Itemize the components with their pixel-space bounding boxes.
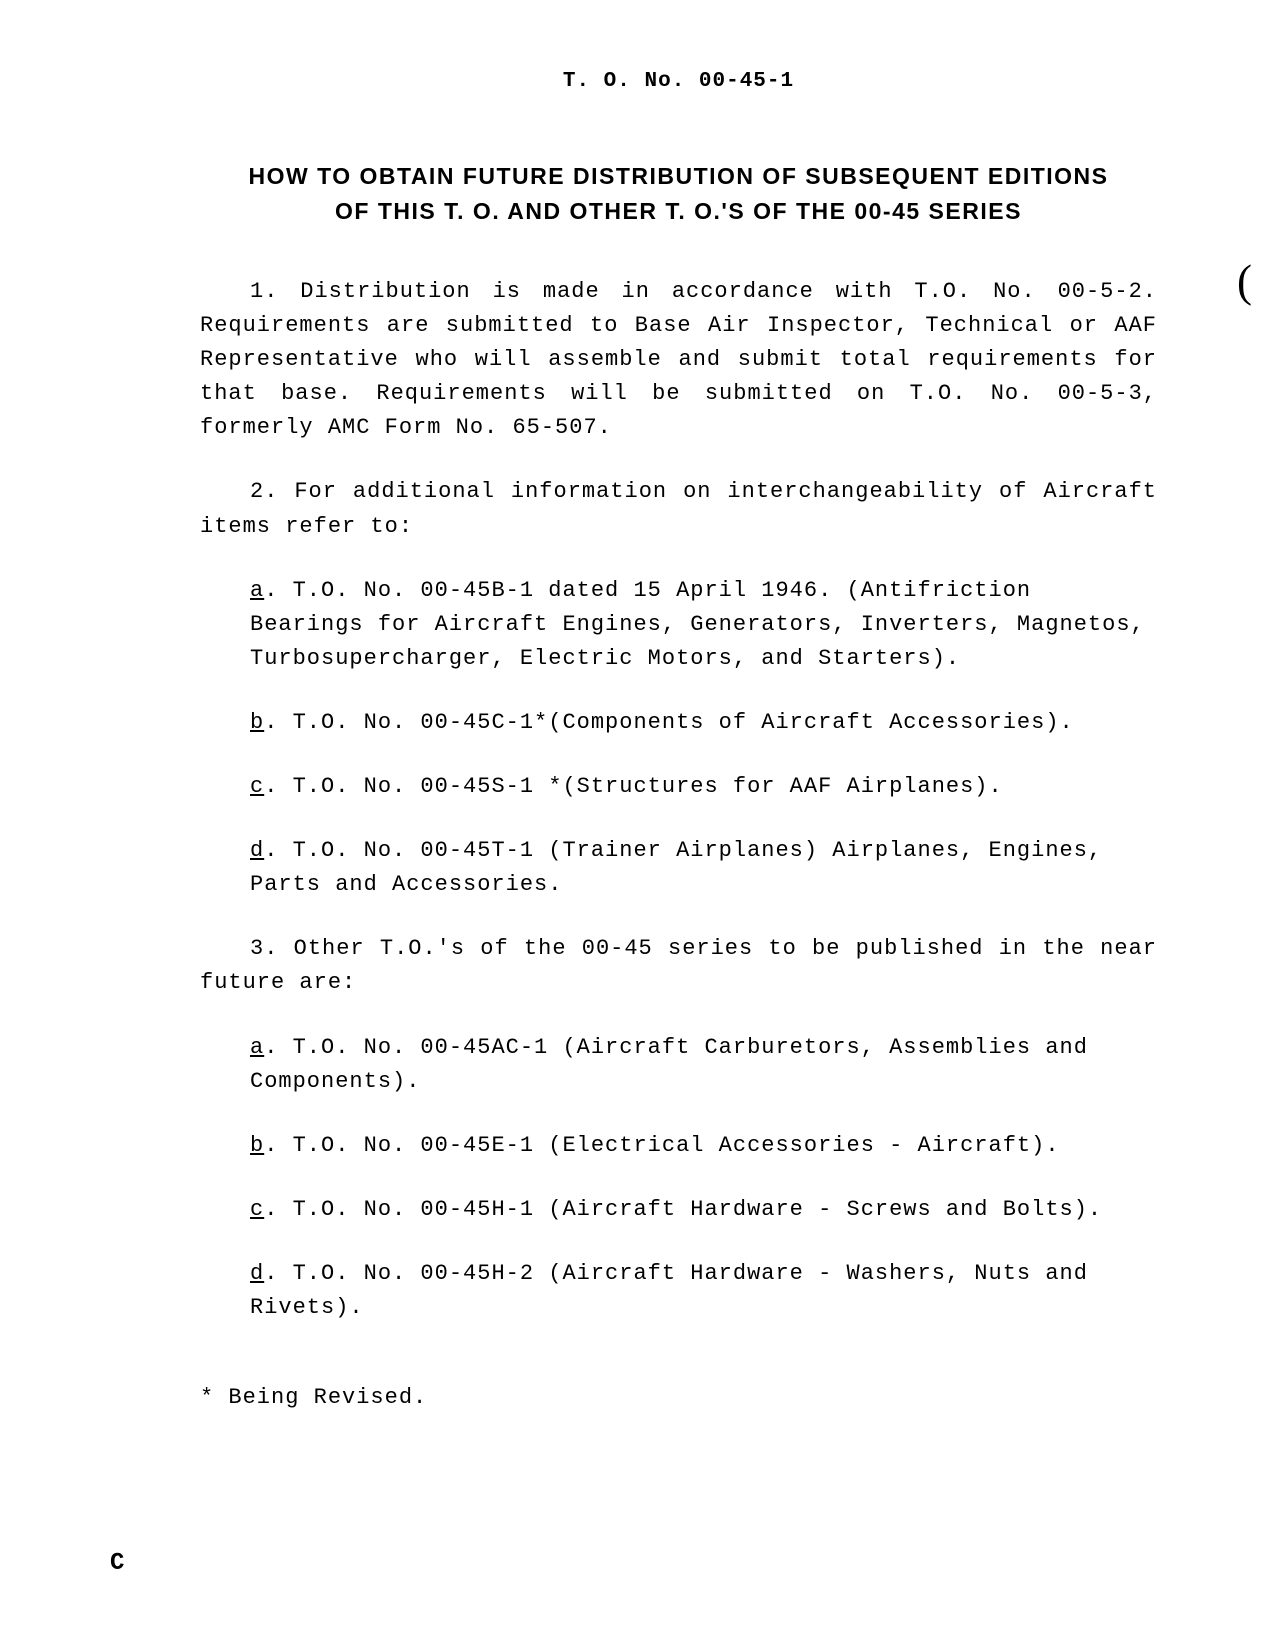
document-title: HOW TO OBTAIN FUTURE DISTRIBUTION OF SUB… (200, 163, 1157, 225)
paragraph-1: 1. Distribution is made in accordance wi… (200, 275, 1157, 445)
item-3d: d. T.O. No. 00-45H-2 (Aircraft Hardware … (200, 1257, 1157, 1325)
item-2d: d. T.O. No. 00-45T-1 (Trainer Airplanes)… (200, 834, 1157, 902)
item-2b-text: . T.O. No. 00-45C-1*(Components of Aircr… (264, 710, 1074, 735)
paragraph-3: 3. Other T.O.'s of the 00-45 series to b… (200, 932, 1157, 1000)
item-3b-text: . T.O. No. 00-45E-1 (Electrical Accessor… (264, 1133, 1059, 1158)
item-3b-letter: b (250, 1133, 264, 1158)
item-3c: c. T.O. No. 00-45H-1 (Aircraft Hardware … (200, 1193, 1157, 1227)
item-2a: a. T.O. No. 00-45B-1 dated 15 April 1946… (200, 574, 1157, 676)
title-line-2: OF THIS T. O. AND OTHER T. O.'S OF THE 0… (200, 198, 1157, 225)
document-header: T. O. No. 00-45-1 (200, 70, 1157, 93)
item-2d-text: . T.O. No. 00-45T-1 (Trainer Airplanes) … (250, 838, 1102, 897)
item-3d-text: . T.O. No. 00-45H-2 (Aircraft Hardware -… (250, 1261, 1088, 1320)
item-2b: b. T.O. No. 00-45C-1*(Components of Airc… (200, 706, 1157, 740)
title-line-1: HOW TO OBTAIN FUTURE DISTRIBUTION OF SUB… (200, 163, 1157, 190)
item-3d-letter: d (250, 1261, 264, 1286)
item-2a-text: . T.O. No. 00-45B-1 dated 15 April 1946.… (250, 578, 1145, 671)
page-letter: C (110, 1550, 124, 1577)
item-3c-letter: c (250, 1197, 264, 1222)
item-2c-text: . T.O. No. 00-45S-1 *(Structures for AAF… (264, 774, 1003, 799)
item-2d-letter: d (250, 838, 264, 863)
item-3c-text: . T.O. No. 00-45H-1 (Aircraft Hardware -… (264, 1197, 1102, 1222)
margin-paren-mark: ( (1237, 255, 1252, 307)
item-3a: a. T.O. No. 00-45AC-1 (Aircraft Carburet… (200, 1031, 1157, 1099)
paragraph-2: 2. For additional information on interch… (200, 475, 1157, 543)
item-2a-letter: a (250, 578, 264, 603)
item-2c-letter: c (250, 774, 264, 799)
footnote: * Being Revised. (200, 1385, 1157, 1410)
item-2b-letter: b (250, 710, 264, 735)
item-3a-letter: a (250, 1035, 264, 1060)
item-2c: c. T.O. No. 00-45S-1 *(Structures for AA… (200, 770, 1157, 804)
item-3a-text: . T.O. No. 00-45AC-1 (Aircraft Carbureto… (250, 1035, 1088, 1094)
item-3b: b. T.O. No. 00-45E-1 (Electrical Accesso… (200, 1129, 1157, 1163)
